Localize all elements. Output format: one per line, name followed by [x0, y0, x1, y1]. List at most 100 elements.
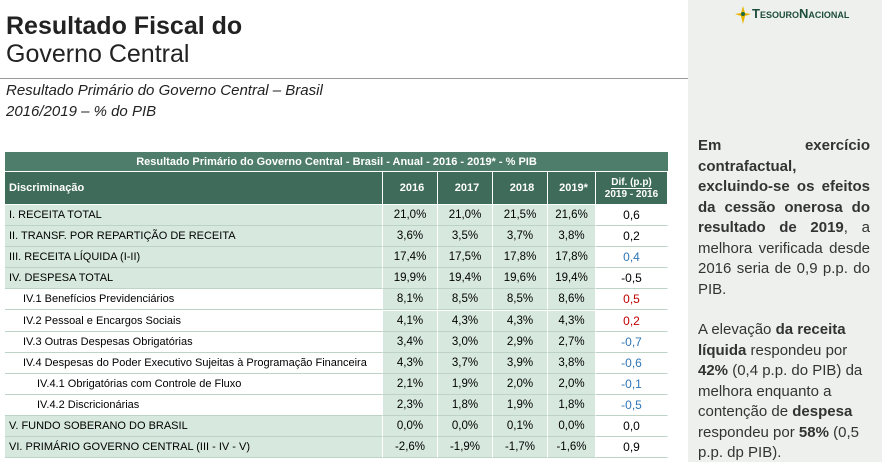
table-cell: 19,4% [548, 268, 596, 290]
table-cell: -1,9% [438, 437, 493, 459]
row-label: IV.2 Pessoal e Encargos Sociais [5, 310, 383, 332]
table-cell: 21,0% [438, 205, 493, 227]
row-label: IV.4.1 Obrigatórias com Controle de Flux… [5, 373, 383, 395]
table-cell: 21,6% [548, 205, 596, 227]
table-cell: 2,9% [493, 331, 548, 353]
title: Governo Central [6, 40, 190, 68]
sidebar-text: Em exercício contrafactual, excluindo-se… [698, 136, 870, 462]
table-cell: 3,8% [548, 226, 596, 248]
text-run: respondeu por [698, 423, 799, 441]
table-cell: 0,6 [596, 205, 668, 227]
table-cell: 19,4% [438, 268, 493, 290]
table-cell: 0,0% [438, 416, 493, 438]
table-cell: 0,1% [493, 416, 548, 438]
table-cell: 2,0% [493, 373, 548, 395]
table-cell: 2,3% [383, 394, 438, 416]
table-cell: -0,6 [596, 352, 668, 374]
row-label: I. RECEITA TOTAL [5, 205, 383, 227]
row-label: II. TRANSF. POR REPARTIÇÃO DE RECEITA [5, 226, 383, 248]
column-header: Discriminação [5, 172, 383, 205]
column-header: 2017 [438, 172, 493, 205]
paragraph: A elevação da receita líquida respondeu … [698, 320, 870, 462]
row-label: IV.4.2 Discricionárias [5, 394, 383, 416]
logo-icon [735, 6, 751, 24]
header-line: Dif. (p.p) [611, 176, 652, 189]
text-run: 42% [698, 362, 729, 379]
divider [0, 78, 688, 79]
table-cell: 4,3% [438, 310, 493, 332]
table-cell: 0,5 [596, 289, 668, 311]
table-cell: -1,6% [548, 437, 596, 459]
table-cell: -0,5 [596, 268, 668, 290]
table-cell: 17,5% [438, 247, 493, 269]
table-cell: 3,7% [438, 352, 493, 374]
row-label: V. FUNDO SOBERANO DO BRASIL [5, 416, 383, 438]
table-cell: 8,5% [493, 289, 548, 311]
text-run: (0,4 p.p. do PIB) da melhora enquanto a … [698, 362, 863, 420]
table-cell: 19,9% [383, 268, 438, 290]
text-run: respondeu por [746, 341, 848, 359]
table-cell: 1,8% [548, 394, 596, 416]
text-run: Em exercício contrafactual, excluindo-se… [698, 137, 870, 236]
table-cell: 8,6% [548, 289, 596, 311]
table-cell: 17,4% [383, 247, 438, 269]
column-header: Dif. (p.p) 2019 - 2016 [596, 172, 668, 205]
table-cell: -1,7% [493, 437, 548, 459]
header-line: 2019 - 2016 [604, 188, 659, 200]
table-cell: 0,0 [596, 416, 668, 438]
table-cell: 0,2 [596, 310, 668, 332]
text-run: despesa [792, 403, 853, 420]
table-cell: 17,8% [493, 247, 548, 269]
row-label: IV.1 Benefícios Previdenciários [5, 289, 383, 311]
table-cell: 3,0% [438, 331, 493, 353]
logo: TesouroNacional [752, 6, 850, 21]
table-cell: 19,6% [493, 268, 548, 290]
table-cell: 0,2 [596, 226, 668, 248]
table-cell: -2,6% [383, 437, 438, 459]
table-cell: 2,1% [383, 373, 438, 395]
table-cell: 4,1% [383, 310, 438, 332]
column-header: 2018 [493, 172, 548, 205]
sidebar-panel [688, 0, 882, 462]
table-cell: 1,9% [438, 373, 493, 395]
table-cell: 8,1% [383, 289, 438, 311]
table-cell: 3,9% [493, 352, 548, 374]
table-cell: 17,8% [548, 247, 596, 269]
table-cell: 2,0% [548, 373, 596, 395]
table-cell: 1,9% [493, 394, 548, 416]
subtitle: 2016/2019 – % do PIB [6, 103, 157, 120]
paragraph: Em exercício contrafactual, excluindo-se… [698, 136, 870, 300]
table-cell: 3,7% [493, 226, 548, 248]
column-header: 2016 [383, 172, 438, 205]
text-run: da receita líquida [698, 321, 846, 359]
table-cell: 3,6% [383, 226, 438, 248]
table-cell: 4,3% [493, 310, 548, 332]
table-cell: 3,8% [548, 352, 596, 374]
row-label: IV.3 Outras Despesas Obrigatórias [5, 331, 383, 353]
table-cell: -0,5 [596, 394, 668, 416]
table-title: Resultado Primário do Governo Central - … [5, 152, 668, 172]
table-cell: 0,0% [383, 416, 438, 438]
text-run: , a melhora verificada desde 2016 seria … [698, 219, 870, 298]
table-cell: 4,3% [383, 352, 438, 374]
table-cell: 3,4% [383, 331, 438, 353]
row-label: IV.4 Despesas do Poder Executivo Sujeita… [5, 352, 383, 374]
table-cell: 3,5% [438, 226, 493, 248]
table-cell: 21,0% [383, 205, 438, 227]
column-header: 2019* [548, 172, 596, 205]
table-cell: -0,7 [596, 331, 668, 353]
table-cell: 8,5% [438, 289, 493, 311]
table-cell: 0,9 [596, 437, 668, 459]
table-cell: 2,7% [548, 331, 596, 353]
table-cell: 21,5% [493, 205, 548, 227]
table-cell: 4,3% [548, 310, 596, 332]
table-cell: -0,1 [596, 373, 668, 395]
row-label: III. RECEITA LÍQUIDA (I-II) [5, 247, 383, 269]
title: Resultado Fiscal do [6, 12, 243, 40]
row-label: IV. DESPESA TOTAL [5, 268, 383, 290]
table-cell: 0,4 [596, 247, 668, 269]
text-run: A elevação [698, 321, 776, 338]
table-cell: 0,0% [548, 416, 596, 438]
subtitle: Resultado Primário do Governo Central – … [6, 82, 323, 99]
